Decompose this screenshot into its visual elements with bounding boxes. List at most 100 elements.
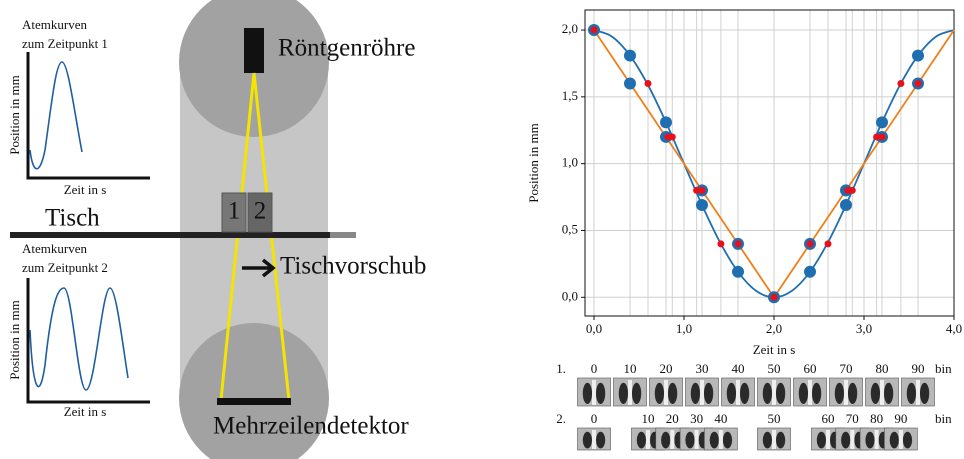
bin-label: 60 <box>822 411 835 426</box>
point <box>844 186 852 194</box>
point <box>644 79 652 87</box>
x-label: Zeit in s <box>64 182 107 197</box>
y-tick-label: 0,5 <box>562 221 578 236</box>
bin-label: 70 <box>846 411 859 426</box>
y-tick-label: 2,0 <box>562 21 578 36</box>
plot-title: Atemkurven <box>22 17 87 32</box>
plot-title: zum Zeitpunkt 1 <box>22 36 108 51</box>
bin-label: 90 <box>912 361 925 376</box>
thumb-spine <box>670 430 675 449</box>
point <box>914 79 922 87</box>
thumb-spine <box>844 380 848 405</box>
thumbnail <box>685 377 719 407</box>
x-tick-label: 3,0 <box>856 321 872 336</box>
thumb-lung <box>722 431 733 449</box>
point <box>912 49 924 62</box>
thumb-lung <box>595 431 606 449</box>
point <box>878 133 886 141</box>
thumb-spine <box>826 430 830 449</box>
slice-label: 1 <box>228 198 241 225</box>
y-tick-label: 1,5 <box>562 88 578 103</box>
thumb-lung <box>654 382 665 405</box>
point <box>717 240 725 248</box>
breath-curve <box>29 61 83 170</box>
thumbnail <box>577 427 611 451</box>
thumbnail <box>901 377 935 407</box>
thumb-lung <box>865 431 875 449</box>
bin-label: 40 <box>732 361 745 376</box>
thumb-lung <box>618 382 629 405</box>
bin-unit: bin <box>935 411 952 426</box>
thumbnail <box>757 377 791 407</box>
bin-label: 30 <box>696 361 709 376</box>
point <box>734 240 742 248</box>
thumb-spine <box>694 430 699 449</box>
axes <box>26 278 150 404</box>
thumbnail <box>613 377 647 407</box>
thumb-lung <box>775 431 786 449</box>
point <box>660 116 672 129</box>
breath-curve <box>29 287 129 391</box>
thumb-lung <box>841 431 851 449</box>
tube-label: Röntgenröhre <box>278 35 415 62</box>
bin-label: 80 <box>876 361 889 376</box>
thumb-spine <box>718 430 723 449</box>
thumb-spine <box>664 380 668 405</box>
thumbnail <box>577 377 611 407</box>
detector <box>217 398 291 405</box>
thumb-spine <box>772 430 776 449</box>
thumb-lung <box>661 431 671 449</box>
axes <box>26 52 150 180</box>
thumb-spine <box>628 380 632 405</box>
thumb-spine <box>916 380 920 405</box>
bin-label: 30 <box>690 411 703 426</box>
thumb-spine <box>646 430 650 449</box>
point <box>624 49 636 62</box>
chart: Zeit in s Position in mm 0,0 0,5 1,0 1,5 2,0… <box>526 9 962 451</box>
y-axis-title: Position in mm <box>526 123 541 202</box>
slice-box <box>221 192 247 233</box>
point <box>840 198 852 211</box>
thumb-lung <box>816 431 827 449</box>
bin-label: 90 <box>894 411 907 426</box>
thumb-lung <box>883 382 894 405</box>
point <box>732 265 744 278</box>
thumb-spine <box>592 430 596 449</box>
point <box>693 186 701 194</box>
tube <box>244 28 264 73</box>
x-tick-label: 1,0 <box>676 321 692 336</box>
point <box>664 133 672 141</box>
thumbnail <box>649 377 683 407</box>
thumbnail <box>704 427 738 451</box>
slice-box <box>247 192 273 233</box>
table-label: Tisch <box>45 205 100 232</box>
thumb-lung <box>595 382 606 405</box>
slice-label: 2 <box>254 198 267 225</box>
thumb-lung <box>870 382 881 405</box>
detector-label: Mehrzeilendetektor <box>213 413 409 440</box>
y-label: Position in mm <box>7 75 22 154</box>
x-axis-title: Zeit in s <box>753 342 796 357</box>
thumb-lung <box>685 431 695 449</box>
y-tick-label: 0,0 <box>562 288 578 303</box>
thumbnail <box>829 377 863 407</box>
thumb-lung <box>889 431 899 449</box>
thumb-lung <box>582 382 593 405</box>
thumb-lung <box>631 382 642 405</box>
thumb-spine <box>700 380 704 405</box>
point <box>770 293 778 301</box>
thumb-lung <box>636 431 647 449</box>
x-tick-label: 0,0 <box>586 321 602 336</box>
point <box>804 265 816 278</box>
thumb-lung <box>847 382 858 405</box>
thumb-lung <box>906 382 917 405</box>
bin-label: 10 <box>624 361 637 376</box>
bin-label: 80 <box>870 411 883 426</box>
point <box>698 186 706 194</box>
plot-frame <box>584 9 955 317</box>
y-label: Position in mm <box>7 300 22 379</box>
row-label: 1. <box>556 361 566 376</box>
thumb-lung <box>762 431 773 449</box>
feed-label: Tischvorschub <box>280 253 426 280</box>
